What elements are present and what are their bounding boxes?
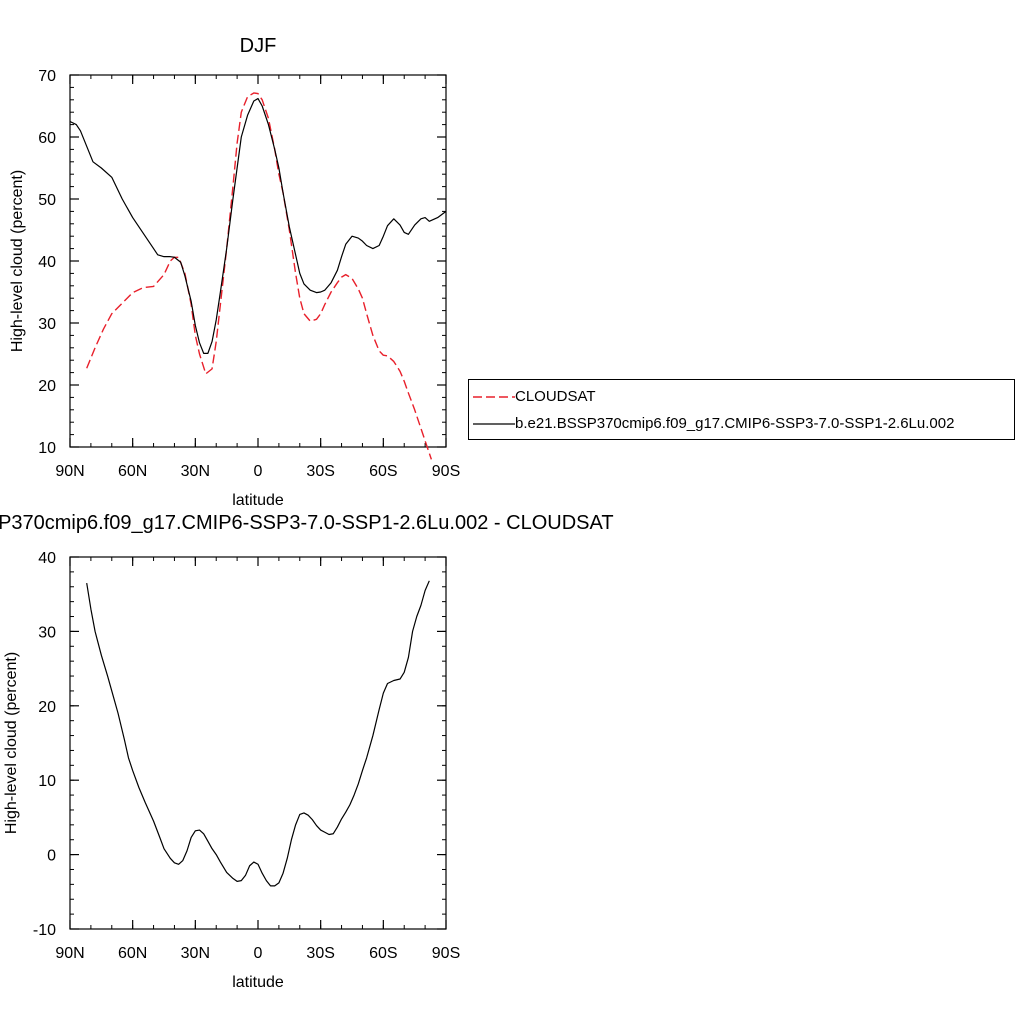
x-tick-label: 0 [254, 463, 263, 480]
x-tick-label: 30S [306, 463, 334, 480]
legend-swatch-cloudsat [473, 396, 515, 398]
legend-entry-model: b.e21.BSSP370cmip6.f09_g17.CMIP6-SSP3-7.… [469, 413, 1014, 435]
plot-frame [69, 74, 447, 448]
plot-frame [69, 556, 447, 930]
x-tick-label: 90S [432, 945, 460, 962]
y-tick-label: 0 [47, 848, 56, 865]
series-line-model [69, 97, 447, 354]
y-tick-label: 10 [38, 440, 56, 457]
x-tick-label: 90N [55, 463, 84, 480]
x-axis-label: latitude [232, 492, 284, 509]
y-axis-label: High-level cloud (percent) [9, 170, 26, 352]
legend-swatch-model [473, 423, 515, 425]
bottom-panel: 90N 60N 30N 0 30S 60S 90S -10 0 10 20 30 40 b.e21.BSS… [0, 512, 614, 991]
y-axis-label: High-level cloud (percent) [3, 652, 20, 834]
legend: CLOUDSAT b.e21.BSSP370cmip6.f09_g17.CMIP… [468, 379, 1015, 440]
chart-title: DJF [240, 35, 277, 57]
x-axis-label: latitude [232, 974, 284, 991]
chart-title: b.e21.BSSP370cmip6.f09_g17.CMIP6-SSP3-7.… [0, 512, 614, 534]
series-line-cloudsat [86, 92, 433, 460]
y-tick-label: 20 [38, 699, 56, 716]
x-tick-label: 30N [181, 945, 210, 962]
legend-entry-cloudsat: CLOUDSAT [469, 386, 1014, 408]
y-tick-label: 60 [38, 130, 56, 147]
legend-label-model: b.e21.BSSP370cmip6.f09_g17.CMIP6-SSP3-7.… [515, 415, 955, 432]
y-tick-label: 30 [38, 624, 56, 641]
x-tick-label: 30N [181, 463, 210, 480]
y-tick-label: 10 [38, 773, 56, 790]
series-line-difference [86, 580, 430, 887]
x-tick-label: 60S [369, 945, 397, 962]
x-tick-label: 30S [306, 945, 334, 962]
top-panel: 90N 60N 30N 0 30S 60S 90S 10 20 30 40 50 60 70 DJF lati… [9, 35, 460, 509]
y-tick-label: 40 [38, 550, 56, 567]
legend-label-cloudsat: CLOUDSAT [515, 388, 596, 405]
x-tick-label: 60S [369, 463, 397, 480]
y-tick-label: -10 [33, 922, 56, 939]
y-tick-label: 30 [38, 316, 56, 333]
x-tick-label: 60N [118, 463, 147, 480]
y-tick-label: 70 [38, 68, 56, 85]
y-tick-label: 40 [38, 254, 56, 271]
x-tick-label: 90N [55, 945, 84, 962]
x-tick-label: 0 [254, 945, 263, 962]
x-tick-label: 90S [432, 463, 460, 480]
x-tick-label: 60N [118, 945, 147, 962]
y-tick-label: 50 [38, 192, 56, 209]
y-tick-label: 20 [38, 378, 56, 395]
